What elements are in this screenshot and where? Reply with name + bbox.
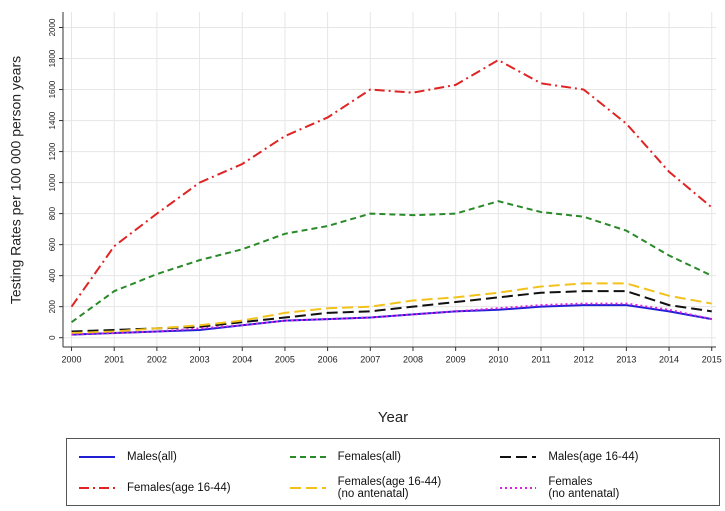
series-line	[71, 302, 712, 336]
x-tick-label: 2002	[147, 354, 167, 364]
y-tick-label: 1800	[48, 49, 57, 67]
legend-item: Females (no antenatal)	[498, 472, 709, 503]
x-tick-label: 2001	[104, 354, 124, 364]
y-tick-label: 1400	[48, 111, 57, 129]
x-tick-label: 2010	[488, 354, 508, 364]
x-tick-label: 2012	[574, 354, 594, 364]
chart: Year Testing Rates per 100 000 person ye…	[8, 12, 722, 426]
legend-label: Females(age 16-44) (no antenatal)	[337, 475, 442, 500]
plot-area	[63, 12, 716, 347]
legend-item: Females(age 16-44)	[77, 472, 288, 503]
legend-swatch	[500, 486, 537, 489]
legend-label: Males(all)	[127, 450, 177, 463]
x-axis-label: Year	[378, 409, 408, 426]
legend-label: Females (no antenatal)	[548, 475, 620, 500]
legend-swatch	[289, 486, 326, 489]
legend-item: Females(all)	[288, 441, 499, 472]
x-tick-label: 2005	[275, 354, 295, 364]
x-tick-label: 2009	[446, 354, 466, 364]
y-tick-label: 0	[48, 335, 57, 340]
series-line	[70, 200, 713, 323]
y-tick-label: 1200	[48, 142, 57, 160]
x-tick-label: 2008	[403, 354, 423, 364]
y-tick-label: 2000	[48, 18, 57, 36]
legend-swatch	[289, 455, 326, 458]
y-axis-label: Testing Rates per 100 000 person years	[8, 56, 24, 304]
legend-item: Females(age 16-44) (no antenatal)	[288, 472, 499, 503]
y-tick-label: 400	[48, 268, 57, 282]
legend-label: Females(age 16-44)	[127, 481, 231, 494]
x-tick-label: 2003	[190, 354, 210, 364]
x-tick-label: 2000	[62, 354, 82, 364]
x-tick-label: 2015	[702, 354, 722, 364]
y-tick-label: 1600	[48, 80, 57, 98]
legend-swatch	[500, 455, 537, 458]
y-tick-label: 200	[48, 299, 57, 313]
x-tick-label: 2011	[531, 354, 550, 364]
x-tick-label: 2007	[360, 354, 380, 364]
y-tick-label: 800	[48, 206, 57, 220]
series-line	[70, 58, 713, 308]
legend-label: Males(age 16-44)	[548, 450, 639, 463]
x-tick-label: 2004	[232, 354, 252, 364]
legend-item: Males(all)	[77, 441, 288, 472]
legend-swatch	[79, 486, 115, 489]
legend-label: Females(all)	[337, 450, 401, 463]
series-line	[71, 282, 712, 335]
x-tick-label: 2013	[616, 354, 636, 364]
y-tick-label: 1000	[48, 173, 57, 191]
x-tick-label: 2014	[659, 354, 679, 364]
legend-swatch	[79, 455, 115, 458]
y-tick-label: 600	[48, 237, 57, 251]
x-tick-label: 2006	[318, 354, 338, 364]
legend: Males(all) Females(all) Males(age 16-44) Fe…	[66, 438, 720, 506]
legend-item: Males(age 16-44)	[498, 441, 709, 472]
